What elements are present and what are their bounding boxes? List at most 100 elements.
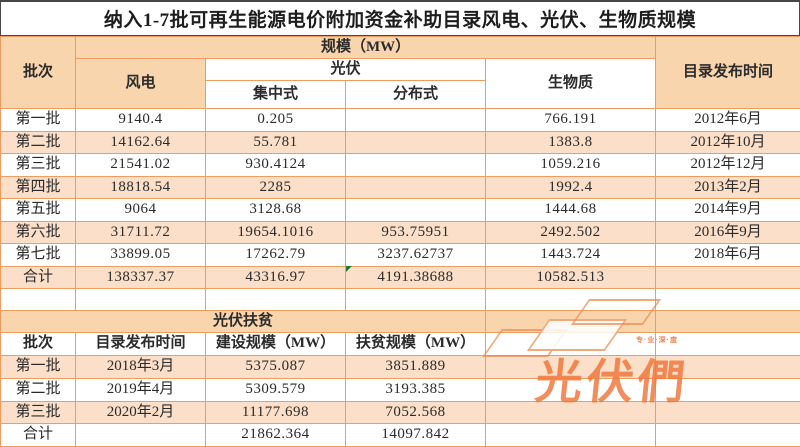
biomass-cell: 1443.724: [484, 243, 657, 267]
wind-cell: 21541.02: [75, 153, 206, 177]
batch-cell: 第一批: [0, 355, 76, 379]
col-header-distributed: 分布式: [345, 80, 486, 109]
col-header-pv: 光伏: [205, 58, 486, 81]
centralized-cell: 19654.1016: [205, 221, 346, 244]
publish-time-cell: 2012年10月: [655, 131, 800, 154]
empty-cell: [484, 378, 657, 402]
empty-cell: [655, 310, 800, 333]
biomass-cell: 1444.68: [484, 198, 657, 222]
empty-cell: [0, 288, 76, 311]
distributed-cell: 3237.62737: [345, 243, 486, 267]
publish-time-cell: 2018年3月: [75, 355, 206, 379]
empty-cell: [484, 288, 657, 311]
publish-time-cell: 2013年2月: [655, 176, 800, 199]
empty-cell: [655, 423, 800, 447]
batch-cell: 第二批: [0, 378, 76, 402]
construction-cell: 11177.698: [205, 401, 346, 424]
empty-cell: [205, 288, 346, 311]
biomass-cell: 2492.502: [484, 221, 657, 244]
centralized-cell: 3128.68: [205, 198, 346, 222]
poverty-cell: 7052.568: [345, 401, 486, 424]
empty-cell: [655, 401, 800, 424]
table-row: 第五批 9064 3128.68 1444.68 2014年9月: [0, 198, 800, 222]
distributed-cell: [345, 153, 486, 177]
wind-cell: 14162.64: [75, 131, 206, 154]
publish-time-cell: [655, 266, 800, 289]
table-row: 第六批 31711.72 19654.1016 953.75951 2492.5…: [0, 221, 800, 244]
publish-time-cell: 2020年2月: [75, 401, 206, 424]
wind-cell: 31711.72: [75, 221, 206, 244]
batch-cell: 第七批: [0, 243, 76, 267]
distributed-cell: [345, 176, 486, 199]
section-title-pv-poverty: 光伏扶贫: [0, 310, 486, 333]
table-row-total: 合计 138337.37 43316.97 4191.38688 10582.5…: [0, 266, 800, 289]
centralized-cell: 43316.97: [205, 266, 346, 289]
distributed-cell: 953.75951: [345, 221, 486, 244]
distributed-cell: 4191.38688: [345, 266, 486, 289]
empty-cell: [655, 288, 800, 311]
table-row: 第四批 18818.54 2285 1992.4 2013年2月: [0, 176, 800, 199]
wind-cell: 9064: [75, 198, 206, 222]
col-header-publish-time: 目录发布时间: [655, 36, 800, 109]
col-header-batch: 批次: [0, 36, 76, 109]
table-row: 第一批 9140.4 0.205 766.191 2012年6月: [0, 108, 800, 132]
empty-cell: [484, 401, 657, 424]
wind-cell: 33899.05: [75, 243, 206, 267]
empty-cell: [75, 288, 206, 311]
empty-cell: [655, 332, 800, 356]
batch-cell: 第二批: [0, 131, 76, 154]
centralized-cell: 930.4124: [205, 153, 346, 177]
centralized-cell: 55.781: [205, 131, 346, 154]
publish-time-cell: 2016年9月: [655, 221, 800, 244]
batch-cell: 第一批: [0, 108, 76, 132]
wind-cell: 138337.37: [75, 266, 206, 289]
batch-cell: 合计: [0, 423, 76, 447]
cell-comment-flag: [346, 266, 352, 272]
table-row: 第二批 2019年4月 5309.579 3193.385: [0, 378, 800, 402]
empty-cell: [655, 355, 800, 379]
subsidy-scale-table: 批次 规模（MW） 目录发布时间 风电 光伏 生物质 集中式 分布式 第一批 9…: [0, 36, 800, 447]
table-row: 第二批 14162.64 55.781 1383.8 2012年10月: [0, 131, 800, 154]
col-header-publish-time2: 目录发布时间: [75, 332, 206, 356]
spacer-row: [0, 288, 800, 311]
col-header-scale-mw: 规模（MW）: [74, 36, 657, 59]
publish-time-cell: 2012年6月: [655, 108, 800, 132]
batch-cell: 第五批: [0, 198, 76, 222]
table-row: 第一批 2018年3月 5375.087 3851.889: [0, 355, 800, 379]
table-row: 第七批 33899.05 17262.79 3237.62737 1443.72…: [0, 243, 800, 267]
construction-cell: 5375.087: [205, 355, 346, 379]
centralized-cell: 17262.79: [205, 243, 346, 267]
biomass-cell: 1383.8: [484, 131, 657, 154]
table-row: 第三批 2020年2月 11177.698 7052.568: [0, 401, 800, 424]
distributed-cell: [345, 131, 486, 154]
wind-cell: 18818.54: [75, 176, 206, 199]
publish-time-cell: [75, 423, 206, 447]
empty-cell: [484, 332, 657, 356]
empty-cell: [655, 378, 800, 402]
publish-time-cell: 2014年9月: [655, 198, 800, 222]
empty-cell: [484, 355, 657, 379]
col-header-construction-scale: 建设规模（MW）: [205, 332, 346, 356]
col-header-biomass: 生物质: [484, 58, 657, 109]
empty-cell: [484, 423, 657, 447]
batch-cell: 合计: [0, 266, 76, 289]
col-header-wind: 风电: [75, 58, 206, 109]
page-title: 纳入1-7批可再生能源电价附加资金补助目录风电、光伏、生物质规模: [0, 0, 800, 36]
empty-cell: [484, 310, 657, 333]
batch-cell: 第四批: [0, 176, 76, 199]
poverty-cell: 3851.889: [345, 355, 486, 379]
biomass-cell: 1992.4: [484, 176, 657, 199]
biomass-cell: 766.191: [484, 108, 657, 132]
poverty-cell: 14097.842: [345, 423, 486, 447]
distributed-cell: [345, 108, 486, 132]
table-row: 第三批 21541.02 930.4124 1059.216 2012年12月: [0, 153, 800, 177]
centralized-cell: 0.205: [205, 108, 346, 132]
empty-cell: [345, 288, 486, 311]
poverty-cell: 3193.385: [345, 378, 486, 402]
publish-time-cell: 2012年12月: [655, 153, 800, 177]
distributed-cell: [345, 198, 486, 222]
batch-cell: 第三批: [0, 401, 76, 424]
biomass-cell: 1059.216: [484, 153, 657, 177]
col-header-poverty-scale: 扶贫规模（MW）: [345, 332, 486, 356]
col-header-centralized: 集中式: [205, 80, 346, 109]
